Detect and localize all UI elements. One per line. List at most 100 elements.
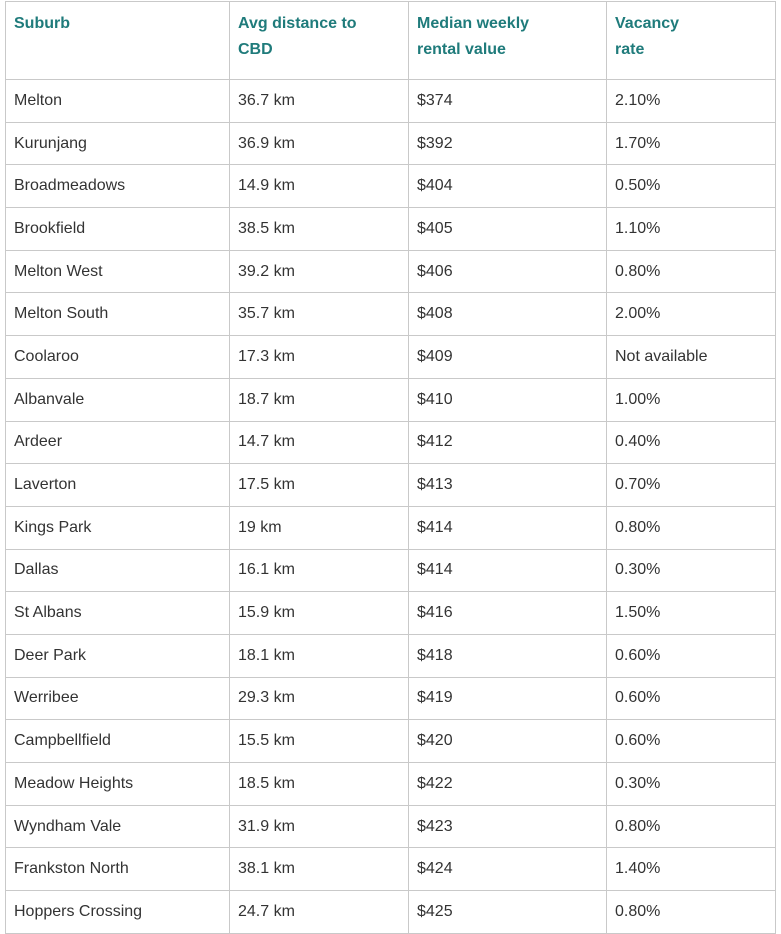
table-cell: 17.3 km	[229, 335, 409, 379]
table-cell: Broadmeadows	[5, 164, 230, 209]
table-cell: 0.60%	[606, 676, 776, 721]
table-cell: 18.7 km	[229, 377, 409, 422]
table-cell: 0.60%	[606, 633, 776, 678]
header-text: Suburb	[14, 15, 70, 32]
table-cell: 0.80%	[606, 890, 776, 934]
table-cell: Melton	[5, 79, 230, 123]
table-row: Melton 36.7 km $374 2.10%	[5, 79, 776, 123]
table-cell: 0.30%	[606, 762, 776, 806]
table-cell: 0.30%	[606, 548, 776, 593]
table-cell: Frankston North	[5, 847, 230, 892]
table-cell: Kings Park	[5, 505, 230, 550]
table-row: Melton West 39.2 km $406 0.80%	[5, 249, 776, 294]
table-cell: 0.50%	[606, 164, 776, 209]
table-cell: 2.00%	[606, 292, 776, 337]
table-cell: 0.70%	[606, 463, 776, 507]
table-cell: 29.3 km	[229, 676, 409, 721]
table-cell: 1.00%	[606, 377, 776, 422]
table-row: Brookfield 38.5 km $405 1.10%	[5, 207, 776, 251]
table-cell: $414	[408, 505, 607, 550]
table-cell: $406	[408, 249, 607, 294]
table-cell: 24.7 km	[229, 890, 409, 934]
table-cell: Werribee	[5, 676, 230, 721]
table-cell: $412	[408, 420, 607, 465]
table-cell: 35.7 km	[229, 292, 409, 337]
table-row: Campbellfield 15.5 km $420 0.60%	[5, 719, 776, 763]
table-row: Laverton 17.5 km $413 0.70%	[5, 463, 776, 507]
table-cell: Coolaroo	[5, 335, 230, 379]
table-row: Kurunjang 36.9 km $392 1.70%	[5, 121, 776, 166]
table-cell: $424	[408, 847, 607, 892]
table-cell: 0.60%	[606, 719, 776, 763]
table-cell: Ardeer	[5, 420, 230, 465]
table-cell: $420	[408, 719, 607, 763]
table-cell: 15.9 km	[229, 591, 409, 635]
table-cell: 18.1 km	[229, 633, 409, 678]
table-cell: 1.10%	[606, 207, 776, 251]
table-cell: 15.5 km	[229, 719, 409, 763]
table-cell: 36.9 km	[229, 121, 409, 166]
table-cell: Albanvale	[5, 377, 230, 422]
table-cell: 18.5 km	[229, 762, 409, 806]
table-cell: 1.50%	[606, 591, 776, 635]
table-cell: $374	[408, 79, 607, 123]
table-cell: Melton South	[5, 292, 230, 337]
table-row: Broadmeadows 14.9 km $404 0.50%	[5, 164, 776, 209]
table-row: Wyndham Vale 31.9 km $423 0.80%	[5, 804, 776, 849]
table-cell: 0.40%	[606, 420, 776, 465]
table-cell: $414	[408, 548, 607, 593]
table-cell: 14.9 km	[229, 164, 409, 209]
table-cell: Campbellfield	[5, 719, 230, 763]
table-cell: Meadow Heights	[5, 762, 230, 806]
table-cell: 36.7 km	[229, 79, 409, 123]
header-cell: Median weekly rental value	[408, 1, 607, 80]
table-cell: $410	[408, 377, 607, 422]
table-row: Coolaroo 17.3 km $409 Not available	[5, 335, 776, 379]
table-cell: $408	[408, 292, 607, 337]
table-cell: $392	[408, 121, 607, 166]
table-row: Albanvale 18.7 km $410 1.00%	[5, 377, 776, 422]
table-row: Deer Park 18.1 km $418 0.60%	[5, 633, 776, 678]
table-cell: $404	[408, 164, 607, 209]
table-cell: Hoppers Crossing	[5, 890, 230, 934]
header-text: Median weekly rental value	[417, 15, 530, 58]
table-cell: 17.5 km	[229, 463, 409, 507]
table-cell: 0.80%	[606, 505, 776, 550]
table-cell: 0.80%	[606, 804, 776, 849]
table-cell: Melton West	[5, 249, 230, 294]
table-cell: 14.7 km	[229, 420, 409, 465]
table-cell: 38.1 km	[229, 847, 409, 892]
table-cell: 16.1 km	[229, 548, 409, 593]
table-cell: 1.70%	[606, 121, 776, 166]
table-row: Ardeer 14.7 km $412 0.40%	[5, 420, 776, 465]
table-cell: St Albans	[5, 591, 230, 635]
table-cell: $413	[408, 463, 607, 507]
table-cell: Deer Park	[5, 633, 230, 678]
table-cell: Kurunjang	[5, 121, 230, 166]
header-text: Avg distance to CBD	[238, 15, 357, 58]
table-cell: Laverton	[5, 463, 230, 507]
table-cell: 1.40%	[606, 847, 776, 892]
table-cell: 19 km	[229, 505, 409, 550]
table-cell: $418	[408, 633, 607, 678]
table-cell: $409	[408, 335, 607, 379]
table-cell: $422	[408, 762, 607, 806]
table-cell: Dallas	[5, 548, 230, 593]
table-row: Melton South 35.7 km $408 2.00%	[5, 292, 776, 337]
table-cell: $423	[408, 804, 607, 849]
rental-table: Suburb Avg distance to CBD Median weekly r…	[5, 1, 776, 934]
table-row: Hoppers Crossing 24.7 km $425 0.80%	[5, 890, 776, 934]
header-row: Suburb Avg distance to CBD Median weekly r…	[5, 1, 776, 80]
table-row: Werribee 29.3 km $419 0.60%	[5, 676, 776, 721]
table-cell: 0.80%	[606, 249, 776, 294]
table-row: Kings Park 19 km $414 0.80%	[5, 505, 776, 550]
table-row: St Albans 15.9 km $416 1.50%	[5, 591, 776, 635]
header-cell: Suburb	[5, 1, 230, 80]
header-cell: Vacancy rate	[606, 1, 776, 80]
table-row: Dallas 16.1 km $414 0.30%	[5, 548, 776, 593]
table-cell: 39.2 km	[229, 249, 409, 294]
header-text: Vacancy rate	[615, 15, 680, 58]
table-cell: Brookfield	[5, 207, 230, 251]
table-cell: $416	[408, 591, 607, 635]
table-cell: Not available	[606, 335, 776, 379]
